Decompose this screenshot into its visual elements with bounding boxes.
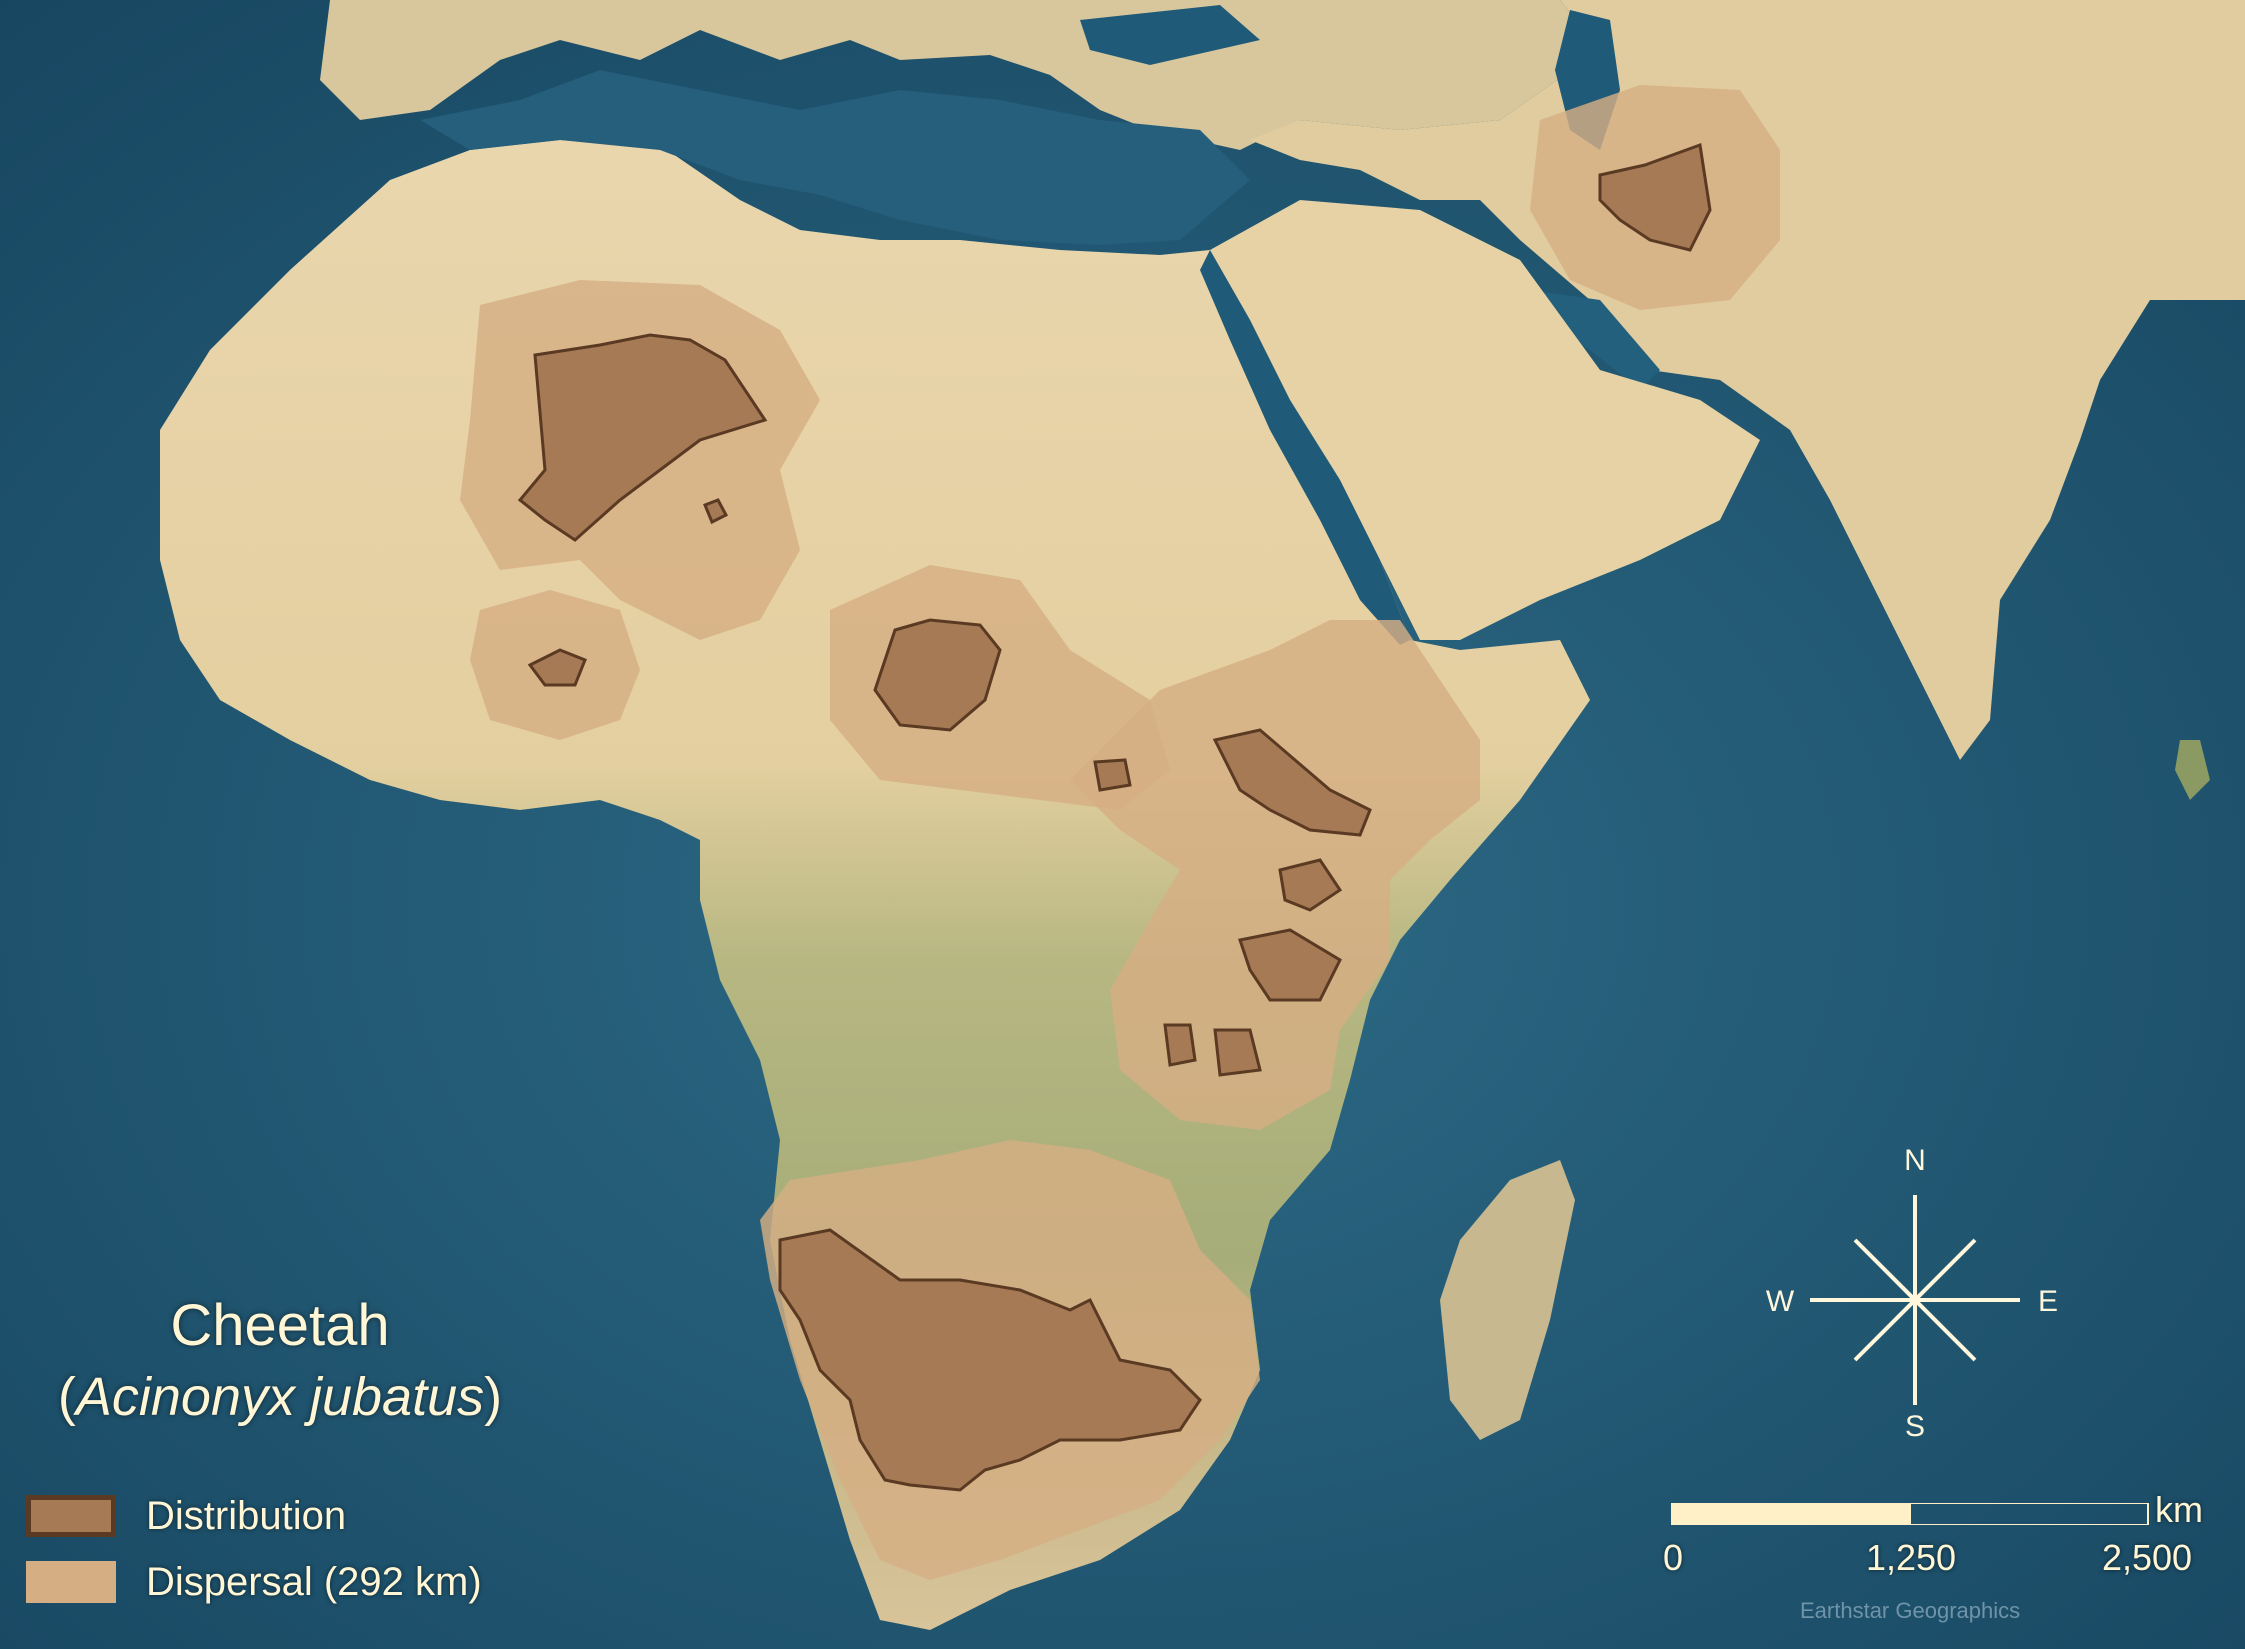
- compass-e: E: [2038, 1285, 2058, 1318]
- scientific-name-close-paren: ): [484, 1367, 503, 1427]
- land-europe: [320, 0, 1600, 150]
- compass-n: N: [1904, 1144, 1926, 1177]
- scale-bar: km 0 1,250 2,500: [1662, 1489, 2245, 1617]
- legend: Distribution Dispersal (292 km): [26, 1483, 482, 1615]
- dispersal-zone-east-africa: [1070, 620, 1480, 1130]
- distribution-swatch: [26, 1495, 116, 1537]
- distribution-zone-tanzania-2: [1213, 1028, 1262, 1077]
- map-title-block: Cheetah (Acinonyx jubatus): [0, 1290, 560, 1432]
- persian-gulf: [1530, 290, 1660, 390]
- legend-label-dispersal: Dispersal (292 km): [146, 1559, 482, 1604]
- compass-s: S: [1905, 1410, 1925, 1443]
- land-madagascar: [1440, 1160, 1575, 1440]
- dispersal-swatch: [26, 1561, 116, 1603]
- distribution-zone-ethiopia: [1212, 728, 1372, 837]
- scale-bar-border: [1671, 1503, 2149, 1525]
- scale-label-1: 1,250: [1865, 1537, 1957, 1578]
- compass-rose-icon: [1810, 1195, 2020, 1405]
- distribution-zone-w-africa: [527, 648, 587, 687]
- compass-w: W: [1766, 1285, 1795, 1318]
- land-arabia: [1210, 200, 1760, 640]
- distribution-zone-chad: [873, 618, 1002, 732]
- scale-unit: km: [2155, 1489, 2203, 1530]
- scientific-name-text: Acinonyx jubatus: [75, 1367, 485, 1427]
- land-asia: [1250, 0, 2245, 760]
- distribution-zone-kenya-2: [1238, 928, 1342, 1002]
- scale-bar-segment-filled: [1671, 1503, 1911, 1525]
- scientific-name: (Acinonyx jubatus): [0, 1362, 560, 1432]
- map-credit: Earthstar Geographics: [1800, 1598, 2021, 1623]
- legend-item-dispersal: Dispersal (292 km): [26, 1549, 482, 1615]
- distribution-zone-tanzania-1: [1163, 1023, 1197, 1067]
- distribution-zone-air: [703, 498, 729, 525]
- distribution-zone-car: [1093, 758, 1132, 792]
- distribution-zone-southern-africa: [778, 1228, 1202, 1492]
- red-sea: [1200, 250, 1410, 645]
- distribution-zones: [517, 142, 1712, 1492]
- scale-label-2: 2,500: [2101, 1537, 2193, 1578]
- legend-item-distribution: Distribution: [26, 1483, 482, 1549]
- scale-label-0: 0: [1662, 1537, 1684, 1578]
- map-title: Cheetah: [170, 1293, 390, 1358]
- scientific-name-open-paren: (: [57, 1367, 76, 1427]
- land-sri-lanka: [2175, 740, 2210, 800]
- legend-label-distribution: Distribution: [146, 1493, 347, 1538]
- distribution-zone-kenya-1: [1278, 858, 1343, 912]
- distribution-zone-iran: [1598, 142, 1712, 252]
- mediterranean-sea: [420, 70, 1250, 245]
- distribution-zone-algeria: [517, 333, 768, 542]
- black-sea: [1080, 5, 1260, 65]
